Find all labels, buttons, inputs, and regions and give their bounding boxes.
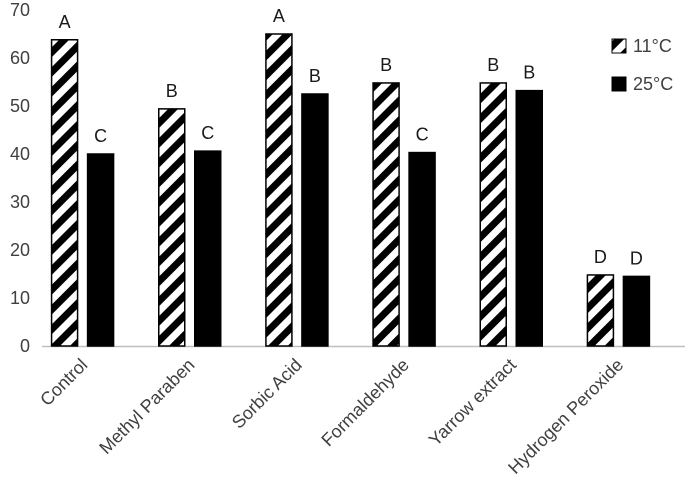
y-tick-label: 60: [10, 48, 30, 68]
data-labels: A C B C A B B C B B D D: [59, 6, 643, 268]
x-category-label: Hydrogen Peroxide: [504, 355, 627, 478]
legend: 11°C 25°C: [611, 36, 673, 94]
bar-data-label: B: [523, 63, 535, 83]
bar-series1: [158, 108, 186, 347]
bar-series2: [194, 150, 222, 347]
bar-data-label: B: [309, 66, 321, 86]
bar-data-label: B: [487, 55, 499, 75]
x-category-label: Methyl Paraben: [95, 355, 198, 458]
bar-data-label: C: [94, 126, 107, 146]
bar-series1: [372, 82, 400, 347]
x-category-label: Formaldehyde: [317, 355, 413, 451]
bar-data-label: B: [166, 81, 178, 101]
legend-label: 11°C: [633, 36, 672, 56]
x-category-label: Control: [36, 355, 91, 410]
bar-series2: [622, 275, 651, 347]
y-tick-label: 70: [10, 0, 30, 20]
legend-label: 25°C: [633, 74, 673, 94]
bar-series2: [86, 153, 115, 347]
bar-series2: [301, 93, 329, 347]
bar-data-label: D: [630, 248, 643, 268]
y-tick-label: 50: [10, 96, 30, 116]
y-tick-label: 20: [10, 240, 30, 260]
y-tick-label: 10: [10, 288, 30, 308]
bar-series2: [515, 89, 543, 347]
y-tick-label: 0: [20, 336, 30, 356]
y-tick-label: 40: [10, 144, 30, 164]
bar-data-label: B: [380, 55, 392, 75]
bar-series2: [408, 151, 436, 347]
bar-data-label: C: [201, 123, 214, 143]
bars: [50, 33, 651, 347]
bar-data-label: D: [594, 247, 607, 267]
bar-series1: [479, 82, 507, 347]
bar-data-label: C: [416, 125, 429, 145]
legend-swatch: [611, 38, 627, 54]
bar-data-label: A: [273, 6, 285, 26]
bar-data-label: A: [59, 12, 71, 32]
x-category-label: Sorbic Acid: [228, 355, 306, 433]
bar-series1: [586, 274, 615, 347]
legend-swatch: [611, 76, 627, 92]
y-tick-label: 30: [10, 192, 30, 212]
bar-series1: [50, 39, 79, 347]
bar-series1: [265, 33, 293, 347]
x-category-label: Yarrow extract: [425, 355, 520, 450]
